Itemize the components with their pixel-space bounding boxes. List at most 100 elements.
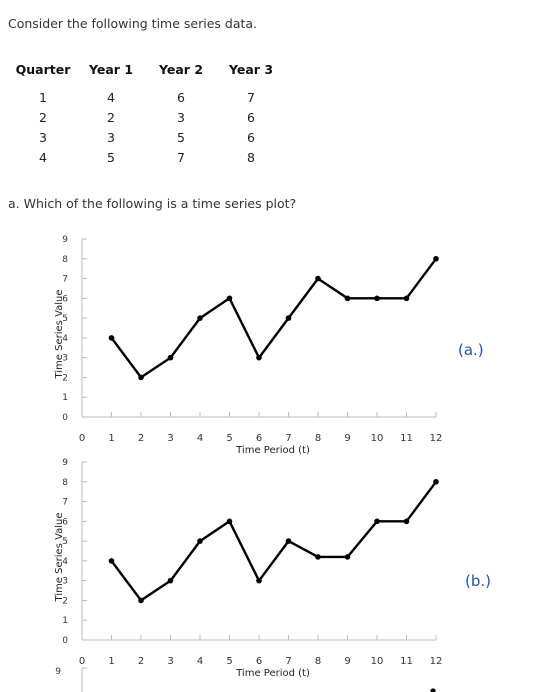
table-cell: 6 bbox=[177, 89, 185, 105]
table-cell: 8 bbox=[247, 149, 255, 165]
table-row: 2 2 3 6 bbox=[10, 107, 286, 127]
x-tick-label: 6 bbox=[256, 656, 262, 667]
y-tick-label: 1 bbox=[62, 616, 68, 626]
table-row: 3 3 5 6 bbox=[10, 127, 286, 147]
y-tick-label: 7 bbox=[62, 275, 68, 285]
x-tick-label: 2 bbox=[138, 656, 144, 667]
y-tick-label: 6 bbox=[62, 517, 68, 527]
y-tick-label: 1 bbox=[62, 393, 68, 403]
y-tick-label: 4 bbox=[62, 334, 68, 344]
x-tick-label: 10 bbox=[371, 656, 384, 667]
y-tick-label: 8 bbox=[62, 255, 68, 265]
y-tick-label: 3 bbox=[62, 577, 68, 587]
table-cell: 7 bbox=[177, 149, 185, 165]
table-cell: 4 bbox=[39, 149, 47, 165]
data-point bbox=[167, 354, 174, 361]
data-point bbox=[285, 538, 292, 544]
header-quarter: Quarter bbox=[15, 62, 71, 77]
y-tick-label: 9 bbox=[62, 458, 68, 468]
data-point bbox=[197, 315, 203, 321]
x-tick-label: 1 bbox=[108, 433, 114, 444]
data-point bbox=[256, 577, 262, 584]
data-point bbox=[344, 295, 351, 302]
time-series-plot-c-partial: 9 bbox=[55, 667, 436, 692]
data-point bbox=[374, 518, 380, 525]
option-b-label[interactable]: (b.) bbox=[465, 572, 491, 590]
x-tick-label: 9 bbox=[344, 656, 350, 667]
table-cell: 2 bbox=[107, 109, 115, 125]
data-point bbox=[403, 518, 410, 525]
y-axis-title: Time Series Value bbox=[54, 512, 65, 602]
table-cell: 5 bbox=[107, 149, 115, 165]
option-a-label[interactable]: (a.) bbox=[458, 341, 484, 359]
x-axis-title: Time Period (t) bbox=[235, 668, 310, 679]
header-year-3: Year 3 bbox=[228, 62, 274, 77]
x-tick-label: 8 bbox=[315, 433, 321, 444]
data-point bbox=[344, 554, 351, 560]
x-tick-label: 1 bbox=[108, 656, 114, 667]
y-tick-label: 7 bbox=[62, 498, 68, 508]
x-tick-label: 12 bbox=[430, 433, 443, 444]
table-cell: 5 bbox=[177, 129, 185, 145]
question-text: a. Which of the following is a time seri… bbox=[8, 196, 297, 211]
header-year-1: Year 1 bbox=[88, 62, 134, 77]
x-tick-label: 12 bbox=[430, 656, 443, 667]
x-tick-label: 2 bbox=[138, 433, 144, 444]
data-point bbox=[403, 295, 410, 302]
table-cell: 3 bbox=[39, 129, 47, 145]
data-point bbox=[315, 554, 321, 560]
y-tick-label: 3 bbox=[62, 354, 68, 364]
time-series-table: Quarter Year 1 Year 2 Year 3 1 4 6 7 2 2… bbox=[10, 62, 286, 167]
table-cell: 3 bbox=[107, 129, 115, 145]
y-tick-label: 2 bbox=[62, 596, 68, 606]
series-line bbox=[110, 258, 437, 380]
y-tick-label: 9 bbox=[62, 235, 68, 245]
series-line bbox=[110, 481, 437, 603]
table-row: 4 5 7 8 bbox=[10, 147, 286, 167]
data-point bbox=[430, 688, 436, 692]
data-point bbox=[108, 558, 115, 564]
y-tick-label: 0 bbox=[62, 413, 68, 423]
x-tick-label: 4 bbox=[197, 656, 203, 667]
y-tick-label: 5 bbox=[62, 537, 68, 547]
x-tick-label: 10 bbox=[371, 433, 384, 444]
table-cell: 6 bbox=[247, 109, 255, 125]
table-header-row: Quarter Year 1 Year 2 Year 3 bbox=[10, 62, 286, 87]
x-tick-label: 7 bbox=[285, 433, 291, 444]
x-tick-label: 0 bbox=[79, 656, 85, 667]
table-cell: 3 bbox=[177, 109, 185, 125]
x-tick-label: 5 bbox=[226, 433, 232, 444]
table-row: 1 4 6 7 bbox=[10, 87, 286, 107]
y-tick-label: 5 bbox=[62, 314, 68, 324]
data-point bbox=[256, 354, 262, 361]
x-tick-label: 4 bbox=[197, 433, 203, 444]
data-point bbox=[226, 518, 233, 525]
header-year-2: Year 2 bbox=[158, 62, 204, 77]
data-point bbox=[315, 275, 321, 282]
x-tick-label: 9 bbox=[344, 433, 350, 444]
x-tick-label: 3 bbox=[167, 656, 173, 667]
data-point bbox=[108, 335, 115, 341]
table-cell: 2 bbox=[39, 109, 47, 125]
data-point bbox=[374, 295, 380, 302]
x-tick-label: 0 bbox=[79, 433, 85, 444]
y-tick-label: 0 bbox=[62, 636, 68, 646]
y-tick-label: 9 bbox=[55, 667, 61, 677]
table-cell: 7 bbox=[247, 89, 255, 105]
x-tick-label: 11 bbox=[400, 433, 413, 444]
data-point bbox=[433, 478, 439, 485]
data-point bbox=[226, 295, 233, 302]
y-tick-label: 4 bbox=[62, 557, 68, 567]
x-axis-title: Time Period (t) bbox=[235, 445, 310, 456]
table-cell: 4 bbox=[107, 89, 115, 105]
data-point bbox=[285, 315, 292, 321]
x-tick-label: 8 bbox=[315, 656, 321, 667]
intro-text: Consider the following time series data. bbox=[8, 16, 258, 31]
x-tick-label: 3 bbox=[167, 433, 173, 444]
data-point bbox=[138, 374, 144, 381]
table-cell: 6 bbox=[247, 129, 255, 145]
data-point bbox=[138, 597, 144, 604]
y-tick-label: 8 bbox=[62, 478, 68, 488]
